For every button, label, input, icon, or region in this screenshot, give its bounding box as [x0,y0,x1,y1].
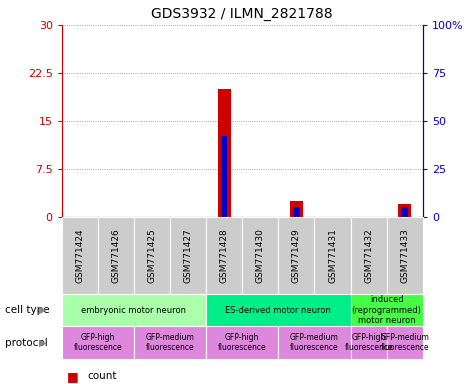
Bar [351,217,387,294]
Bar [206,294,351,326]
Text: GSM771431: GSM771431 [328,228,337,283]
Text: cell type: cell type [5,305,49,315]
Text: GFP-medium
fluorescence: GFP-medium fluorescence [380,333,429,353]
Bar [399,204,411,217]
Text: GSM771427: GSM771427 [184,228,192,283]
Bar [290,201,303,217]
Text: embryonic motor neuron: embryonic motor neuron [81,306,187,314]
Bar [387,326,423,359]
Bar [206,326,278,359]
Text: ES-derived motor neuron: ES-derived motor neuron [226,306,331,314]
Text: induced
(reprogrammed)
motor neuron: induced (reprogrammed) motor neuron [352,295,422,325]
Bar [314,217,351,294]
Bar [62,326,134,359]
Text: GFP-high
fluorescence: GFP-high fluorescence [218,333,266,353]
Bar [62,217,98,294]
Text: ▶: ▶ [39,338,47,348]
Text: GSM771426: GSM771426 [112,228,120,283]
Text: protocol: protocol [5,338,48,348]
Text: GSM771424: GSM771424 [76,228,84,283]
Text: GFP-high
fluorescence: GFP-high fluorescence [344,333,393,353]
Text: GFP-medium
fluorescence: GFP-medium fluorescence [146,333,194,353]
Bar [206,217,242,294]
Text: GSM771430: GSM771430 [256,228,265,283]
Bar [62,294,206,326]
Text: GFP-high
fluorescence: GFP-high fluorescence [74,333,122,353]
Bar [351,294,423,326]
Bar [218,89,230,217]
Text: count: count [88,371,117,381]
Bar [278,326,351,359]
Bar [351,326,387,359]
Bar [221,136,228,217]
Text: GSM771425: GSM771425 [148,228,156,283]
Text: GSM771428: GSM771428 [220,228,228,283]
Text: GSM771432: GSM771432 [364,228,373,283]
Bar [134,326,206,359]
Text: GSM771429: GSM771429 [292,228,301,283]
Bar [170,217,206,294]
Text: ▶: ▶ [39,305,47,315]
Text: GSM771433: GSM771433 [400,228,409,283]
Bar [278,217,314,294]
Bar [134,217,170,294]
Text: GFP-medium
fluorescence: GFP-medium fluorescence [290,333,339,353]
Bar [242,217,278,294]
Text: ■: ■ [66,370,78,383]
Bar [98,217,134,294]
Bar [401,207,408,217]
Bar [293,207,300,217]
Bar [387,217,423,294]
Title: GDS3932 / ILMN_2821788: GDS3932 / ILMN_2821788 [152,7,333,21]
